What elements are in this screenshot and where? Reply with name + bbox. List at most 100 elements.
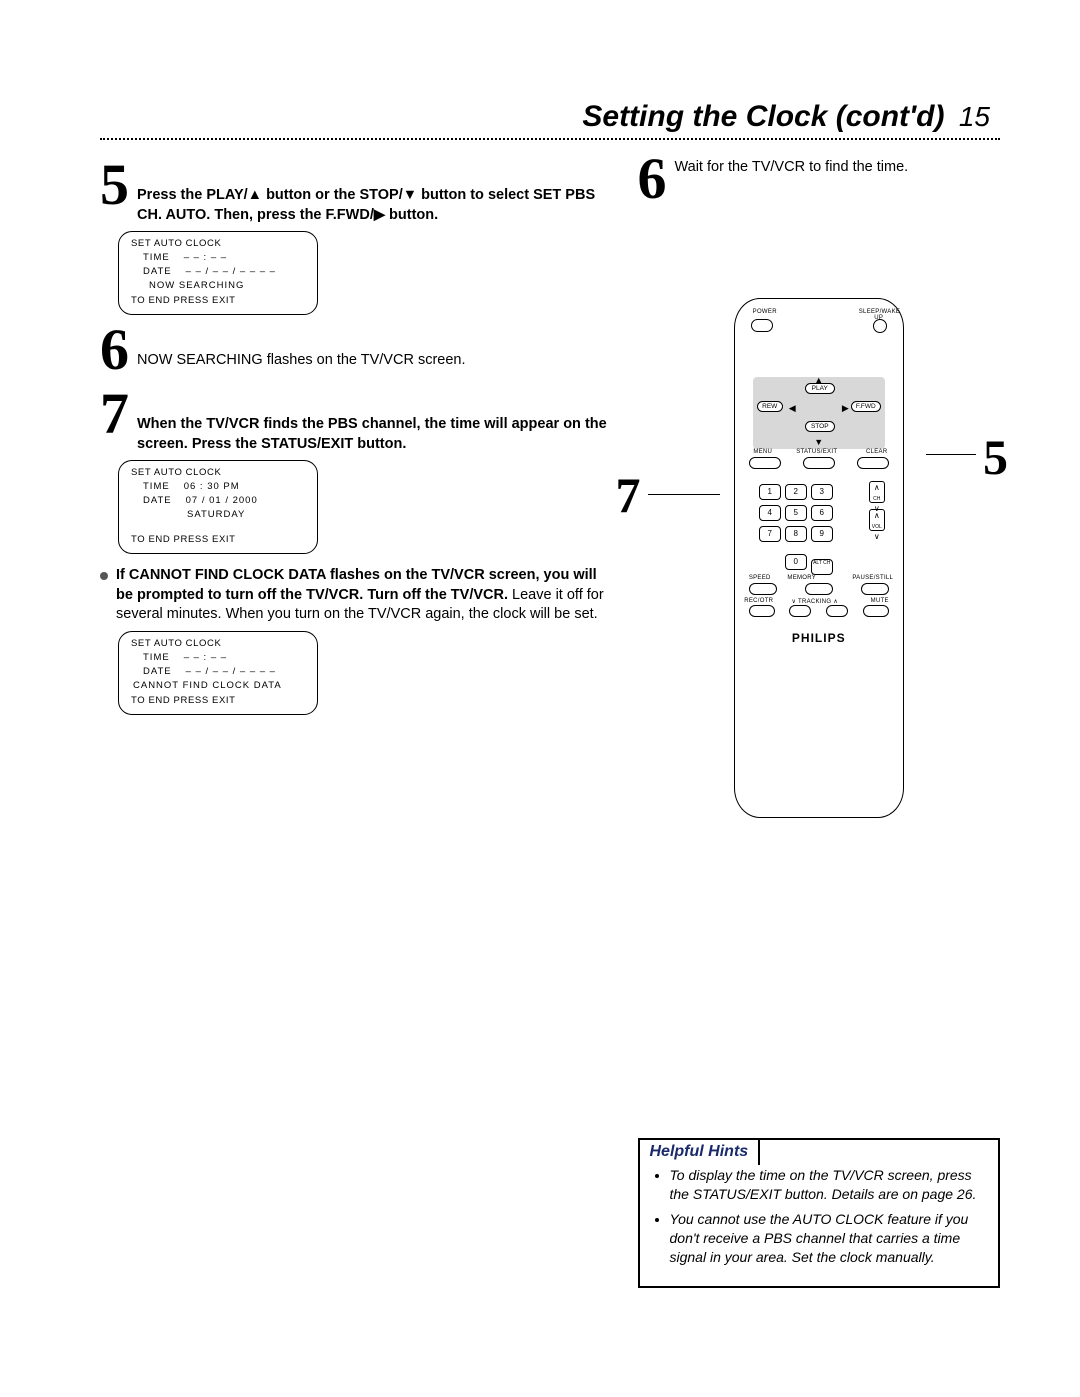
num-8[interactable]: 8	[785, 526, 807, 542]
label-rec: REC/OTR	[743, 598, 775, 604]
label-menu: MENU	[747, 449, 779, 455]
callout-5: 5	[983, 428, 1008, 486]
stop-button[interactable]: STOP	[805, 421, 835, 432]
bullet-icon	[100, 572, 108, 580]
screen2-date-label: DATE	[143, 495, 172, 506]
screen3-date-label: DATE	[143, 666, 172, 677]
screen3-time-val: – – : – –	[184, 652, 227, 663]
label-memory: MEMORY	[785, 575, 819, 581]
title-text: Setting the Clock (cont'd)	[582, 100, 944, 133]
screen1-time-val: – – : – –	[184, 252, 227, 263]
screen2-date-val: 07 / 01 / 2000	[186, 495, 258, 506]
ch-rocker[interactable]: ∧CH∨	[869, 481, 885, 503]
sleep-button[interactable]	[873, 319, 887, 333]
callout-7-line	[648, 494, 720, 495]
bullet-text: If CANNOT FIND CLOCK DATA flashes on the…	[116, 566, 608, 625]
cannot-find-bullet: If CANNOT FIND CLOCK DATA flashes on the…	[100, 566, 608, 625]
mute-button[interactable]	[863, 605, 889, 617]
clear-button[interactable]	[857, 457, 889, 469]
callout-5-line	[926, 454, 976, 455]
screen2-footer: TO END PRESS EXIT	[129, 534, 307, 545]
status-exit-button[interactable]	[803, 457, 835, 469]
altch-button[interactable]: ALT CH	[811, 559, 833, 575]
num-7[interactable]: 7	[759, 526, 781, 542]
helpful-hints-box: Helpful Hints To display the time on the…	[638, 1138, 1001, 1288]
power-button[interactable]	[751, 319, 773, 332]
ffwd-button[interactable]: F.FWD	[851, 401, 881, 412]
step-6-number: 6	[100, 321, 129, 379]
num-4[interactable]: 4	[759, 505, 781, 521]
vol-rocker[interactable]: ∧VOL∨	[869, 509, 885, 531]
num-5[interactable]: 5	[785, 505, 807, 521]
remote-outline: POWER SLEEP/WAKE UP ▲ PLAY REW ◀ ▶ F.FWD…	[734, 298, 904, 818]
remote-diagram: 5 7 POWER SLEEP/WAKE UP ▲ PLAY REW ◀	[638, 298, 1001, 818]
number-pad: 123 456 789 0ALT CH	[757, 481, 835, 577]
screen1-footer: TO END PRESS EXIT	[129, 295, 307, 306]
menu-button[interactable]	[749, 457, 781, 469]
brand-label: PHILIPS	[735, 631, 903, 645]
label-mute: MUTE	[865, 598, 895, 604]
screen2-header: SET AUTO CLOCK	[129, 467, 307, 478]
screen1-date-label: DATE	[143, 266, 172, 277]
hint-item: To display the time on the TV/VCR screen…	[670, 1166, 985, 1204]
page-title: Setting the Clock (cont'd) 15	[100, 100, 1000, 134]
screen1-time-label: TIME	[143, 252, 170, 263]
num-0[interactable]: 0	[785, 554, 807, 570]
screen2-day: SATURDAY	[187, 509, 245, 520]
step-7-number: 7	[100, 385, 129, 443]
screen1-header: SET AUTO CLOCK	[129, 238, 307, 249]
screen3-line3: CANNOT FIND CLOCK DATA	[133, 680, 282, 691]
arrow-left-icon: ◀	[789, 403, 796, 414]
num-2[interactable]: 2	[785, 484, 807, 500]
label-pause: PAUSE/STILL	[851, 575, 895, 581]
right-step-6-text: Wait for the TV/VCR to find the time.	[675, 150, 909, 178]
left-column: 5 Press the PLAY/▲ button or the STOP/▼ …	[100, 150, 608, 1288]
screen3-time-label: TIME	[143, 652, 170, 663]
step-6: 6 NOW SEARCHING flashes on the TV/VCR sc…	[100, 321, 608, 379]
helpful-hints-list: To display the time on the TV/VCR screen…	[654, 1166, 985, 1266]
label-speed: SPEED	[745, 575, 775, 581]
step-5: 5 Press the PLAY/▲ button or the STOP/▼ …	[100, 156, 608, 225]
play-button[interactable]: PLAY	[805, 383, 835, 394]
right-column: 6 Wait for the TV/VCR to find the time. …	[638, 150, 1001, 1288]
divider-dotted	[100, 138, 1000, 140]
pause-button[interactable]	[861, 583, 889, 595]
callout-7: 7	[616, 466, 641, 524]
tracking-down-button[interactable]	[789, 605, 811, 617]
screen-box-2: SET AUTO CLOCK TIME 06 : 30 PM DATE 07 / 0…	[118, 460, 318, 554]
step-5-text: Press the PLAY/▲ button or the STOP/▼ bu…	[137, 156, 608, 225]
arrow-right-icon: ▶	[842, 403, 849, 414]
hint-item: You cannot use the AUTO CLOCK feature if…	[670, 1210, 985, 1267]
screen1-line3: NOW SEARCHING	[149, 280, 244, 291]
screen-box-1: SET AUTO CLOCK TIME – – : – – DATE – – / –…	[118, 231, 318, 315]
screen3-header: SET AUTO CLOCK	[129, 638, 307, 649]
rew-button[interactable]: REW	[757, 401, 783, 412]
rec-button[interactable]	[749, 605, 775, 617]
screen3-date-val: – – / – – / – – – –	[186, 666, 276, 677]
num-3[interactable]: 3	[811, 484, 833, 500]
label-clear: CLEAR	[861, 449, 893, 455]
memory-button[interactable]	[805, 583, 833, 595]
tracking-up-button[interactable]	[826, 605, 848, 617]
right-step-6: 6 Wait for the TV/VCR to find the time.	[638, 150, 1001, 208]
transport-cluster: ▲ PLAY REW ◀ ▶ F.FWD STOP ▼	[753, 377, 885, 449]
label-power: POWER	[745, 309, 785, 315]
step-7-text: When the TV/VCR finds the PBS channel, t…	[137, 385, 608, 454]
label-tracking: ∨ TRACKING ∧	[785, 598, 845, 605]
num-9[interactable]: 9	[811, 526, 833, 542]
num-1[interactable]: 1	[759, 484, 781, 500]
screen2-time-label: TIME	[143, 481, 170, 492]
num-6[interactable]: 6	[811, 505, 833, 521]
speed-button[interactable]	[749, 583, 777, 595]
step-6-text: NOW SEARCHING flashes on the TV/VCR scre…	[137, 321, 466, 371]
step-7: 7 When the TV/VCR finds the PBS channel,…	[100, 385, 608, 454]
right-step-6-number: 6	[638, 150, 667, 208]
arrow-down-icon: ▼	[814, 437, 823, 447]
page-number: 15	[959, 101, 990, 132]
step-5-number: 5	[100, 156, 129, 214]
label-status: STATUS/EXIT	[795, 449, 839, 455]
helpful-hints-title: Helpful Hints	[638, 1138, 761, 1165]
screen-box-3: SET AUTO CLOCK TIME – – : – – DATE – – / –…	[118, 631, 318, 715]
screen1-date-val: – – / – – / – – – –	[186, 266, 276, 277]
screen2-time-val: 06 : 30 PM	[184, 481, 240, 492]
